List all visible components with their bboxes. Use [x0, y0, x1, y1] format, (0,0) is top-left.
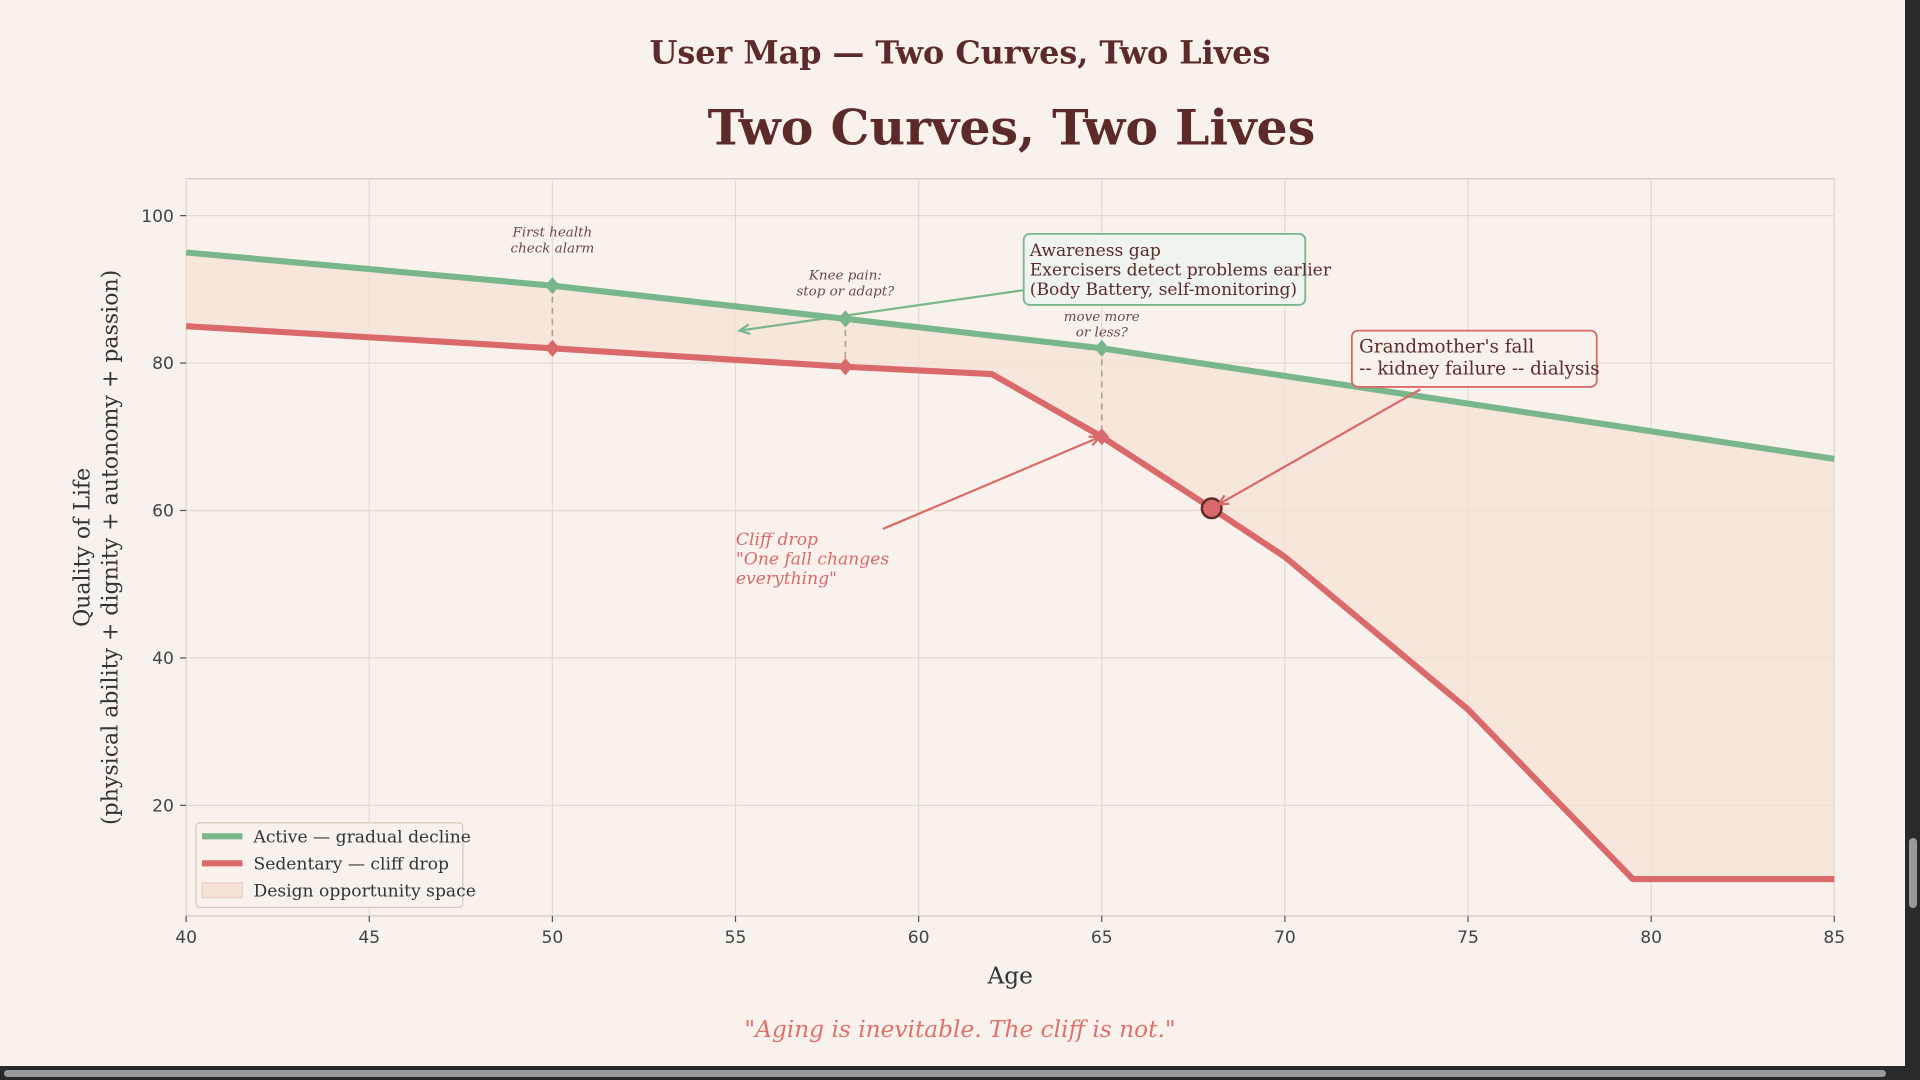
grandmother-text: -- kidney failure -- dialysis	[1359, 359, 1599, 380]
awareness-arrow-head	[737, 323, 751, 336]
x-tick-label: 45	[358, 928, 380, 948]
x-axis-label: Age	[986, 962, 1032, 989]
y-tick-label: 40	[152, 649, 174, 669]
y-tick-label: 100	[141, 207, 174, 227]
vertical-scrollbar-thumb[interactable]	[1909, 838, 1917, 908]
awareness-text: Awareness gap	[1029, 241, 1161, 261]
x-tick-label: 65	[1091, 928, 1113, 948]
footer-quote: "Aging is inevitable. The cliff is not."	[744, 1016, 1175, 1043]
x-tick-label: 60	[908, 928, 930, 948]
grandmother-box	[1350, 329, 1598, 388]
awareness-text: Exercisers detect problems earlier	[1030, 261, 1332, 281]
awareness-arrow	[739, 289, 1024, 332]
grandmother-arrow-head	[1216, 494, 1230, 506]
milestone-label: or less?	[1076, 326, 1129, 341]
milestone-label: move more	[1064, 310, 1140, 325]
x-tick-label: 80	[1640, 928, 1662, 948]
grandmother-fall-point	[1200, 497, 1223, 520]
x-tick-label: 55	[725, 928, 747, 948]
cliff-arrow-head	[1088, 435, 1102, 447]
sedentary-line	[185, 323, 1835, 883]
horizontal-scrollbar[interactable]	[0, 1066, 1920, 1080]
x-tick-label: 85	[1823, 928, 1845, 948]
milestone-label: stop or adapt?	[796, 285, 895, 300]
legend	[195, 822, 464, 908]
y-tick-label: 80	[152, 354, 174, 374]
awareness-text: (Body Battery, self-monitoring)	[1030, 280, 1297, 300]
cliff-arrow	[882, 436, 1101, 530]
grandmother-text: Grandmother's fall	[1359, 337, 1534, 358]
page-title: User Map — Two Curves, Two Lives	[650, 34, 1271, 72]
x-tick-label: 40	[175, 928, 197, 948]
grandmother-arrow	[1217, 388, 1421, 506]
y-tick-label: 60	[152, 502, 174, 522]
legend-label: Sedentary — cliff drop	[253, 854, 449, 874]
x-tick-label: 50	[541, 928, 563, 948]
vertical-scrollbar[interactable]	[1905, 0, 1920, 1066]
cliff-text: Cliff drop	[736, 530, 818, 550]
sedentary-milestone-marker	[1094, 428, 1110, 446]
milestone-label: First health	[512, 226, 593, 241]
legend-label: Design opportunity space	[253, 881, 475, 901]
cliff-text: "One fall changes	[736, 549, 889, 569]
y-axis-label: Quality of Life	[70, 468, 95, 627]
milestone-label: Knee pain:	[808, 269, 882, 284]
awareness-box	[1022, 232, 1307, 306]
x-tick-label: 75	[1457, 928, 1479, 948]
y-tick-label: 20	[152, 796, 174, 816]
x-tick-label: 70	[1274, 928, 1296, 948]
opportunity-fill	[186, 252, 1835, 880]
chart-title: Two Curves, Two Lives	[708, 98, 1316, 156]
legend-swatch	[201, 882, 244, 899]
horizontal-scrollbar-thumb[interactable]	[4, 1070, 1886, 1077]
y-axis-sublabel: (physical ability + dignity + autonomy +…	[99, 270, 124, 825]
cliff-text: everything"	[736, 569, 837, 589]
milestone-label: check alarm	[511, 242, 595, 257]
legend-label: Active — gradual decline	[252, 827, 470, 847]
